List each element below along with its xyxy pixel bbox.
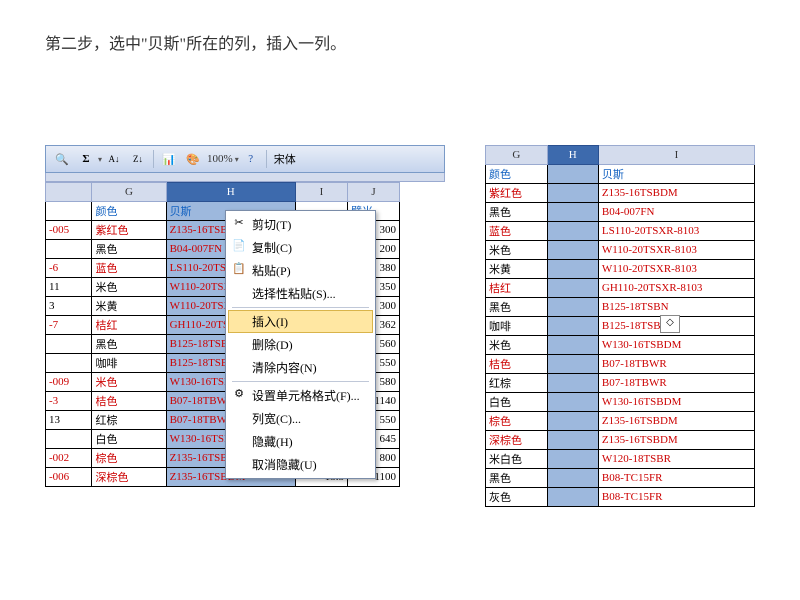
- right-screenshot: GHI 颜色 贝斯紫红色Z135-16TSBDM黑色B04-007FN蓝色LS110…: [485, 145, 755, 507]
- menu-separator: [232, 307, 369, 308]
- table-row[interactable]: 黑色B04-007FN: [486, 203, 755, 222]
- table-row[interactable]: 棕色Z135-16TSBDM: [486, 412, 755, 431]
- instruction-text: 第二步，选中"贝斯"所在的列，插入一列。: [45, 30, 346, 54]
- menu-separator: [232, 381, 369, 382]
- col-header-G[interactable]: G: [92, 183, 166, 202]
- table-row[interactable]: 蓝色LS110-20TSXR-8103: [486, 222, 755, 241]
- menu-item[interactable]: 列宽(C)...: [228, 407, 373, 430]
- help-icon[interactable]: ?: [240, 148, 262, 170]
- smart-tag-icon[interactable]: ◇: [660, 315, 680, 333]
- table-row[interactable]: 白色W130-16TSBDM: [486, 393, 755, 412]
- table-row[interactable]: 黑色B125-18TSBN: [486, 298, 755, 317]
- table-row[interactable]: 米色W110-20TSXR-8103: [486, 241, 755, 260]
- menu-item[interactable]: 取消隐藏(U): [228, 453, 373, 476]
- menu-item[interactable]: 删除(D): [228, 333, 373, 356]
- menu-item[interactable]: ⚙设置单元格格式(F)...: [228, 384, 373, 407]
- font-select[interactable]: 宋体: [274, 151, 296, 167]
- toolbar: 🔍 Σ ▾ A↓ Z↓ 📊 🎨 100% ▾ ? 宋体: [45, 145, 445, 173]
- 复制(C)-icon: 📄: [232, 239, 246, 253]
- table-row[interactable]: 咖啡B125-18TSBN: [486, 317, 755, 336]
- zoom-value[interactable]: 100%: [207, 153, 233, 165]
- table-row[interactable]: 灰色B08-TC15FR: [486, 488, 755, 507]
- table-row[interactable]: 米色W130-16TSBDM: [486, 336, 755, 355]
- menu-item[interactable]: 📄复制(C): [228, 236, 373, 259]
- menu-item[interactable]: 清除内容(N): [228, 356, 373, 379]
- menu-item[interactable]: 隐藏(H): [228, 430, 373, 453]
- drawing-icon[interactable]: 🎨: [182, 148, 204, 170]
- autosum-icon[interactable]: Σ: [75, 148, 97, 170]
- table-row[interactable]: 深棕色Z135-16TSBDM: [486, 431, 755, 450]
- 粘贴(P)-icon: 📋: [232, 262, 246, 276]
- table-header: 颜色: [486, 165, 548, 184]
- right-spreadsheet[interactable]: GHI 颜色 贝斯紫红色Z135-16TSBDM黑色B04-007FN蓝色LS110…: [485, 145, 755, 507]
- table-header: 贝斯: [598, 165, 754, 184]
- sort-asc-icon[interactable]: A↓: [103, 148, 125, 170]
- table-row[interactable]: 红棕B07-18TBWR: [486, 374, 755, 393]
- menu-item[interactable]: 插入(I): [228, 310, 373, 333]
- context-menu: ✂剪切(T)📄复制(C)📋粘贴(P)选择性粘贴(S)... 插入(I)删除(D)清…: [225, 210, 376, 479]
- table-row[interactable]: 桔红GH110-20TSXR-8103: [486, 279, 755, 298]
- col-header-H[interactable]: H: [166, 183, 295, 202]
- table-row[interactable]: 黑色B08-TC15FR: [486, 469, 755, 488]
- menu-item[interactable]: ✂剪切(T): [228, 213, 373, 236]
- col-header-I[interactable]: I: [295, 183, 347, 202]
- 剪切(T)-icon: ✂: [232, 216, 246, 230]
- col-header-J[interactable]: J: [347, 183, 399, 202]
- col-header-G[interactable]: G: [486, 146, 548, 165]
- table-row[interactable]: 米白色W120-18TSBR: [486, 450, 755, 469]
- 设置单元格格式(F)...-icon: ⚙: [232, 387, 246, 401]
- chart-icon[interactable]: 📊: [158, 148, 180, 170]
- table-header: 颜色: [92, 202, 166, 221]
- sort-desc-icon[interactable]: Z↓: [127, 148, 149, 170]
- menu-item[interactable]: 📋粘贴(P): [228, 259, 373, 282]
- table-row[interactable]: 桔色B07-18TBWR: [486, 355, 755, 374]
- search-icon[interactable]: 🔍: [51, 148, 73, 170]
- col-header-H[interactable]: H: [547, 146, 598, 165]
- table-row[interactable]: 紫红色Z135-16TSBDM: [486, 184, 755, 203]
- menu-item[interactable]: 选择性粘贴(S)...: [228, 282, 373, 305]
- col-header-I[interactable]: I: [598, 146, 754, 165]
- table-row[interactable]: 米黄W110-20TSXR-8103: [486, 260, 755, 279]
